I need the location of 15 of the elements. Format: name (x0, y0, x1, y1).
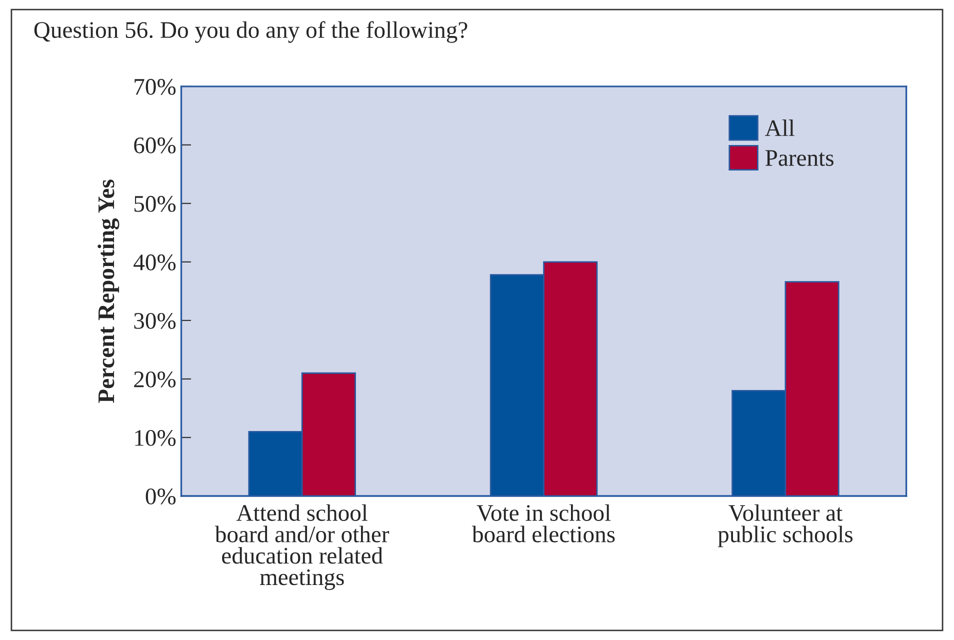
x-tick-label: Attend school board and/or other education related meetings (214, 504, 390, 590)
y-tick-label: 30% (134, 312, 176, 329)
y-tick-label: 50% (134, 196, 176, 212)
y-tick-label: 10% (135, 430, 176, 446)
x-tick-label: Volunteer at public schools (718, 504, 852, 548)
y-tick-label: 40% (134, 254, 176, 270)
y-tick-label: 20% (134, 371, 176, 388)
y-axis-title: Percent Reporting Yes (98, 180, 120, 403)
legend-label: Parents (765, 150, 834, 166)
y-tick-label: 70% (134, 78, 176, 95)
x-tick-label: Vote in school board elections (472, 504, 615, 542)
chart-title: Question 56. Do you do any of the following? (34, 21, 468, 43)
legend-label: All (765, 120, 794, 136)
y-tick-label: 0% (146, 488, 176, 504)
y-tick-label: 60% (134, 137, 176, 154)
